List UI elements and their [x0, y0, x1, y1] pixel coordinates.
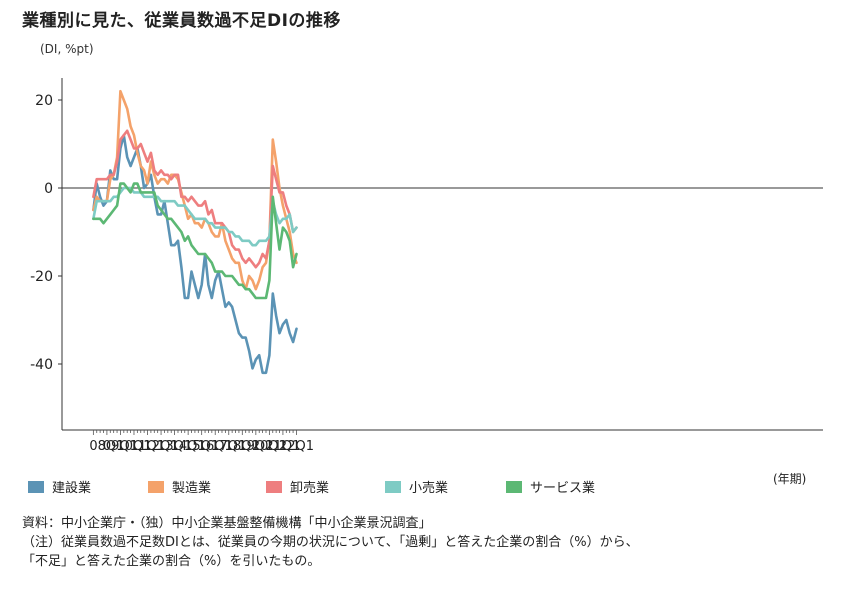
x-tick-label: 17Q1	[211, 439, 246, 454]
x-tick-label: 09Q1	[103, 439, 138, 454]
legend-item-construction: 建設業	[28, 477, 91, 496]
y-tick-label: -40	[30, 357, 53, 373]
x-tick-label: 08Q1	[89, 439, 124, 454]
definition-note-line2: 「不足」と答えた企業の割合（%）を引いたもの。	[22, 554, 321, 569]
legend-swatch	[506, 480, 522, 493]
legend-item-service: サービス業	[506, 477, 595, 496]
legend-item-wholesale: 卸売業	[266, 477, 329, 496]
series-line-0	[92, 133, 298, 375]
x-tick-label: 19Q1	[238, 439, 273, 454]
chart-plot: 20 0 -20 -40 08Q109Q110Q111Q112Q113Q114Q115Q…	[30, 78, 823, 454]
chart-legend: 建設業 製造業 卸売業 小売業 サービス業	[28, 477, 748, 497]
x-tick-label: 15Q1	[184, 439, 219, 454]
x-axis-unit-label: (年期)	[773, 472, 807, 486]
legend-swatch	[385, 480, 401, 493]
legend-label: 小売業	[409, 481, 449, 496]
definition-note-line1: （注）従業員数過不足数DIとは、従業員の今期の状況について、「過剰」と答えた企業…	[22, 535, 639, 550]
x-tick-label: 22Q1	[279, 439, 314, 454]
x-tick-label: 11Q1	[130, 439, 165, 454]
y-tick-label: -20	[30, 269, 53, 285]
legend-label: サービス業	[530, 481, 596, 496]
legend-label: 建設業	[52, 481, 92, 496]
chart-title: 業種別に見た、従業員数過不足DIの推移	[22, 11, 341, 31]
x-tick-label: 14Q1	[171, 439, 206, 454]
series-line-4	[92, 182, 298, 300]
chart-notes: 資料：中小企業庁・（独）中小企業基盤整備機構「中小企業景況調査」 （注）従業員数…	[22, 514, 832, 571]
legend-swatch	[266, 480, 282, 493]
legend-swatch	[28, 480, 44, 493]
legend-label: 製造業	[172, 481, 212, 496]
series-line-1	[92, 89, 298, 291]
legend-item-manufacturing: 製造業	[148, 477, 211, 496]
x-tick-label: 18Q1	[225, 439, 260, 454]
x-tick-label: 12Q1	[144, 439, 179, 454]
series-line-2	[92, 129, 298, 269]
x-tick-label: 16Q1	[198, 439, 233, 454]
legend-label: 卸売業	[290, 481, 330, 496]
x-tick-label: 21Q1	[265, 439, 300, 454]
y-tick-label: 20	[35, 93, 53, 109]
x-tick-label: 10Q1	[116, 439, 151, 454]
source-note: 資料：中小企業庁・（独）中小企業基盤整備機構「中小企業景況調査」	[22, 516, 432, 531]
series-line-3	[92, 186, 298, 247]
y-tick-label: 0	[44, 181, 53, 197]
legend-swatch	[148, 480, 164, 493]
x-tick-label: 13Q1	[157, 439, 192, 454]
x-tick-label: 20Q1	[252, 439, 287, 454]
legend-item-retail: 小売業	[385, 477, 448, 496]
y-axis-unit-label: (DI, %pt)	[40, 42, 94, 56]
